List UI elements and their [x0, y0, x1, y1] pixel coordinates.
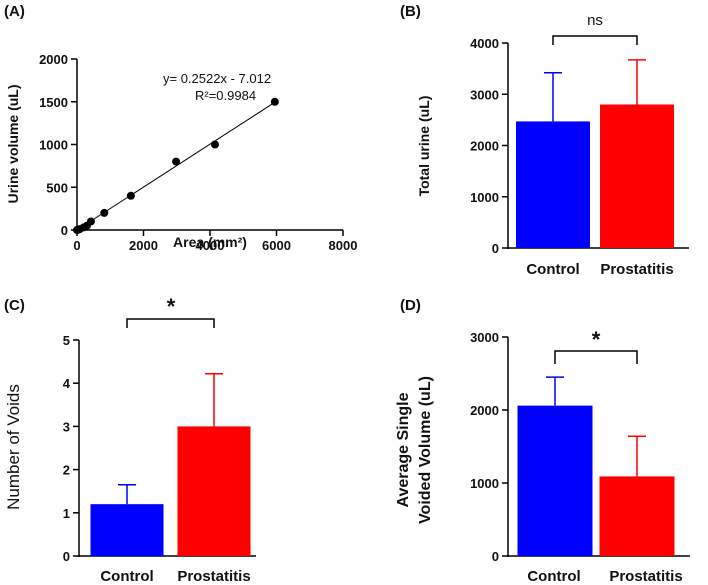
panel-a-x-tick-label: 4000 [196, 238, 225, 253]
panel-a-data-point [172, 157, 181, 166]
panel-b-bar-control [516, 121, 590, 248]
panel-b-y-axis-title: Total urine (uL) [416, 96, 432, 197]
panel-b-significance-bracket [552, 35, 638, 45]
panel-b-significance-label: ns [587, 12, 603, 29]
panel-a-data-point [126, 191, 135, 200]
panel-c-y-tick-label: 4 [63, 376, 71, 391]
panel-d-category-control: Control [527, 568, 580, 585]
panel-a-y-tick-label: 1500 [39, 95, 68, 110]
panel-c-significance-label: * [167, 294, 176, 319]
panel-b: (B) 0 1000 2000 3000 4000 ns Control Prostat… [400, 3, 689, 278]
panel-c-y-tick-label: 3 [63, 419, 70, 434]
panel-d-significance-bracket [554, 350, 638, 364]
panel-d-significance-label: * [592, 327, 601, 352]
panel-c-significance-bracket [126, 318, 215, 328]
panel-d-y-tick-label: 3000 [470, 330, 499, 345]
panel-c-y-tick-label: 0 [63, 549, 70, 564]
panel-d-y-tick-label: 0 [492, 549, 499, 564]
panel-a-label: (A) [4, 3, 25, 20]
panel-c-y-tick-label: 1 [63, 506, 70, 521]
panel-d-y-tick-label: 2000 [470, 403, 499, 418]
panel-a-equation: y= 0.2522x - 7.012 [163, 71, 271, 86]
panel-b-y-ticks: 0 1000 2000 3000 4000 [470, 36, 508, 256]
panel-a-y-tick-label: 1000 [39, 138, 68, 153]
panel-a-fit-line [76, 100, 277, 231]
panel-c-bar-control [90, 504, 164, 556]
panel-a-data-point [270, 97, 279, 106]
panel-a-x-tick-label: 2000 [129, 238, 158, 253]
panel-b-category-prostatitis: Prostatitis [600, 261, 673, 278]
panel-d-bar-prostatitis [599, 476, 675, 556]
panel-c-y-axis-title: Number of Voids [4, 384, 23, 510]
panel-a-data-point [100, 208, 109, 217]
panel-d-y-axis-title-line-1: Average Single [395, 392, 412, 507]
panel-a-points [73, 97, 279, 234]
panel-b-y-tick-label: 1000 [470, 190, 499, 205]
panel-a: (A) 0 500 1000 1500 2000 0 2000 4000 6000 8000 y… [4, 3, 357, 253]
panel-c-label: (C) [4, 297, 25, 314]
panel-d-label: (D) [400, 297, 421, 314]
panel-c: (C) 0 1 2 3 4 5 * Control Prostatitis Number … [4, 294, 256, 585]
panel-a-x-ticks: 0 2000 4000 6000 8000 [73, 230, 357, 253]
panel-b-y-tick-label: 2000 [470, 139, 499, 154]
panel-a-data-point [86, 217, 95, 226]
panel-d-bars [517, 376, 675, 556]
panel-a-y-tick-label: 500 [46, 180, 68, 195]
panel-b-y-tick-label: 4000 [470, 36, 499, 51]
panel-b-label: (B) [400, 3, 421, 20]
panel-a-y-axis-title: Urine volume (uL) [5, 84, 21, 203]
panel-a-x-tick-label: 0 [73, 238, 80, 253]
panel-a-y-tick-label: 2000 [39, 52, 68, 67]
panel-d-y-ticks: 0 1000 2000 3000 [470, 330, 508, 564]
panel-c-y-tick-label: 2 [63, 463, 70, 478]
panel-c-category-control: Control [100, 568, 153, 585]
panel-a-r-squared: R²=0.9984 [195, 88, 256, 103]
panel-c-y-tick-label: 5 [63, 333, 70, 348]
panel-d-category-prostatitis: Prostatitis [609, 568, 682, 585]
panel-a-data-point [210, 140, 219, 149]
panel-d-bar-control [517, 405, 593, 556]
panel-a-y-tick-label: 0 [61, 223, 68, 238]
panel-a-y-ticks: 0 500 1000 1500 2000 [39, 52, 77, 238]
panel-d-y-tick-label: 1000 [470, 476, 499, 491]
panel-b-bar-prostatitis [600, 104, 674, 248]
panel-c-category-prostatitis: Prostatitis [177, 568, 250, 585]
panel-c-bars [90, 372, 251, 556]
panel-b-y-tick-label: 3000 [470, 87, 499, 102]
panel-a-x-tick-label: 6000 [262, 238, 291, 253]
panel-c-bar-prostatitis [177, 426, 251, 556]
panel-a-x-axis-title: Area (mm²) [173, 234, 247, 250]
panel-b-category-control: Control [526, 261, 579, 278]
panel-d-y-axis-title-line-2: Voided Volume (uL) [417, 376, 434, 524]
panel-b-bars [516, 59, 674, 248]
panel-c-y-ticks: 0 1 2 3 4 5 [63, 333, 79, 564]
panel-b-y-tick-label: 0 [492, 241, 499, 256]
panel-a-x-tick-label: 8000 [329, 238, 358, 253]
